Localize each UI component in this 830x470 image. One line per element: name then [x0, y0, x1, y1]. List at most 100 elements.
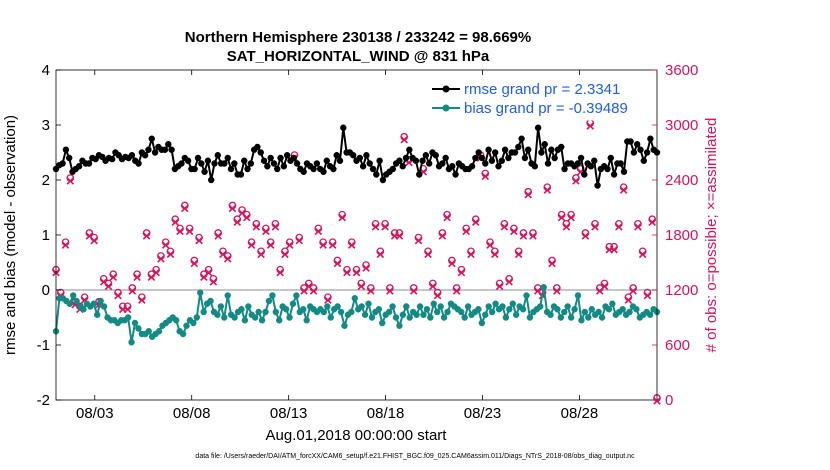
obs-assimilated-marker — [581, 232, 590, 240]
obs-assimilated-marker — [333, 259, 342, 268]
bias-point — [135, 325, 142, 332]
rmse-point — [224, 154, 231, 162]
rmse-point — [204, 157, 212, 164]
obs-assimilated-marker — [486, 241, 494, 249]
obs-assimilated-marker — [586, 122, 594, 130]
rmse-point — [62, 146, 70, 153]
obs-assimilated-marker — [629, 287, 637, 295]
rmse-point — [366, 160, 373, 167]
bias-point — [265, 297, 273, 305]
bias-point — [595, 308, 602, 316]
obs-assimilated-stroke — [400, 135, 408, 144]
y-tick-label-left: 1 — [42, 227, 50, 244]
obs-assimilated-stroke — [572, 177, 580, 185]
rmse-point — [214, 152, 222, 159]
rmse-point — [310, 165, 317, 173]
obs-assimilated-marker — [624, 296, 633, 304]
obs-assimilated-marker — [619, 186, 628, 194]
bias-point — [598, 314, 606, 321]
rmse-point — [270, 160, 278, 167]
obs-assimilated-marker — [109, 273, 118, 282]
obs-assimilated-stroke — [285, 241, 294, 249]
rmse-point — [274, 165, 281, 173]
obs-assimilated-stroke — [157, 255, 165, 263]
bias-point — [238, 306, 245, 313]
obs-assimilated-stroke — [138, 296, 146, 304]
bias-point — [145, 328, 152, 335]
obs-assimilated-marker — [433, 291, 442, 300]
obs-assimilated-stroke — [615, 223, 623, 231]
obs-assimilated-marker — [233, 218, 242, 227]
obs-assimilated-marker — [519, 232, 528, 240]
rmse-point — [244, 165, 251, 173]
rmse-point — [389, 165, 397, 173]
rmse-point — [290, 154, 297, 162]
obs-assimilated-stroke — [276, 268, 284, 277]
bias-point — [197, 289, 204, 296]
obs-assimilated-stroke — [610, 245, 618, 254]
obs-assimilated-marker — [319, 241, 327, 249]
bias-point — [324, 303, 331, 310]
obs-assimilated-stroke — [352, 268, 361, 277]
obs-assimilated-stroke — [142, 232, 151, 240]
obs-assimilated-stroke — [238, 209, 246, 217]
obs-assimilated-stroke — [219, 250, 227, 259]
rmse-point — [231, 160, 238, 167]
rmse-point — [66, 154, 73, 162]
obs-assimilated-stroke — [195, 236, 203, 245]
rmse-point — [617, 160, 624, 167]
rmse-point — [501, 146, 509, 153]
bias-point — [547, 311, 554, 318]
rmse-point — [633, 141, 641, 148]
obs-assimilated-marker — [152, 268, 160, 277]
bias-point — [502, 314, 510, 321]
obs-assimilated-stroke — [209, 278, 218, 286]
obs-assimilated-stroke — [319, 241, 327, 249]
obs-assimilated-marker — [562, 223, 571, 231]
obs-assimilated-marker — [181, 204, 189, 213]
rmse-point — [399, 163, 406, 170]
bias-point — [567, 314, 575, 321]
rmse-point — [594, 182, 601, 189]
obs-assimilated-marker — [66, 177, 75, 185]
obs-assimilated-marker — [443, 213, 451, 222]
bias-point — [255, 308, 262, 316]
obs-assimilated-stroke — [324, 296, 332, 304]
plot-area — [56, 70, 657, 400]
obs-assimilated-stroke — [371, 223, 380, 231]
rmse-point — [495, 163, 502, 170]
bias-point — [619, 306, 626, 313]
obs-assimilated-stroke — [171, 218, 180, 227]
obs-assimilated-marker — [176, 227, 184, 236]
obs-assimilated-stroke — [347, 241, 356, 249]
obs-assimilated-marker — [424, 250, 432, 259]
bias-point — [537, 303, 544, 310]
y-tick-label-left: 3 — [42, 117, 50, 134]
x-tick-label: 08/13 — [270, 405, 308, 422]
rmse-point — [280, 163, 288, 170]
bias-point — [605, 306, 613, 313]
rmse-point — [449, 163, 456, 170]
obs-assimilated-stroke — [433, 291, 442, 300]
rmse-point — [505, 154, 512, 162]
obs-assimilated-stroke — [381, 223, 389, 231]
bias-point — [214, 311, 221, 318]
obs-assimilated-stroke — [309, 287, 318, 295]
rmse-point — [581, 171, 588, 178]
rmse-point — [211, 160, 218, 167]
rmse-point — [201, 168, 208, 175]
bias-point — [482, 311, 489, 318]
obs-assimilated-stroke — [281, 250, 289, 259]
obs-assimilated-marker — [610, 245, 618, 254]
obs-assimilated-stroke — [243, 213, 251, 222]
bias-point — [365, 300, 372, 307]
obs-assimilated-stroke — [114, 291, 122, 300]
chart-title: Northern Hemisphere 230138 / 233242 = 98… — [185, 29, 531, 46]
obs-assimilated-stroke — [185, 227, 194, 236]
rmse-point — [178, 160, 185, 167]
obs-assimilated-stroke — [190, 259, 199, 268]
obs-assimilated-marker — [438, 232, 447, 240]
bias-point — [385, 308, 393, 316]
rmse-point — [379, 176, 387, 184]
bias-point — [646, 311, 654, 318]
